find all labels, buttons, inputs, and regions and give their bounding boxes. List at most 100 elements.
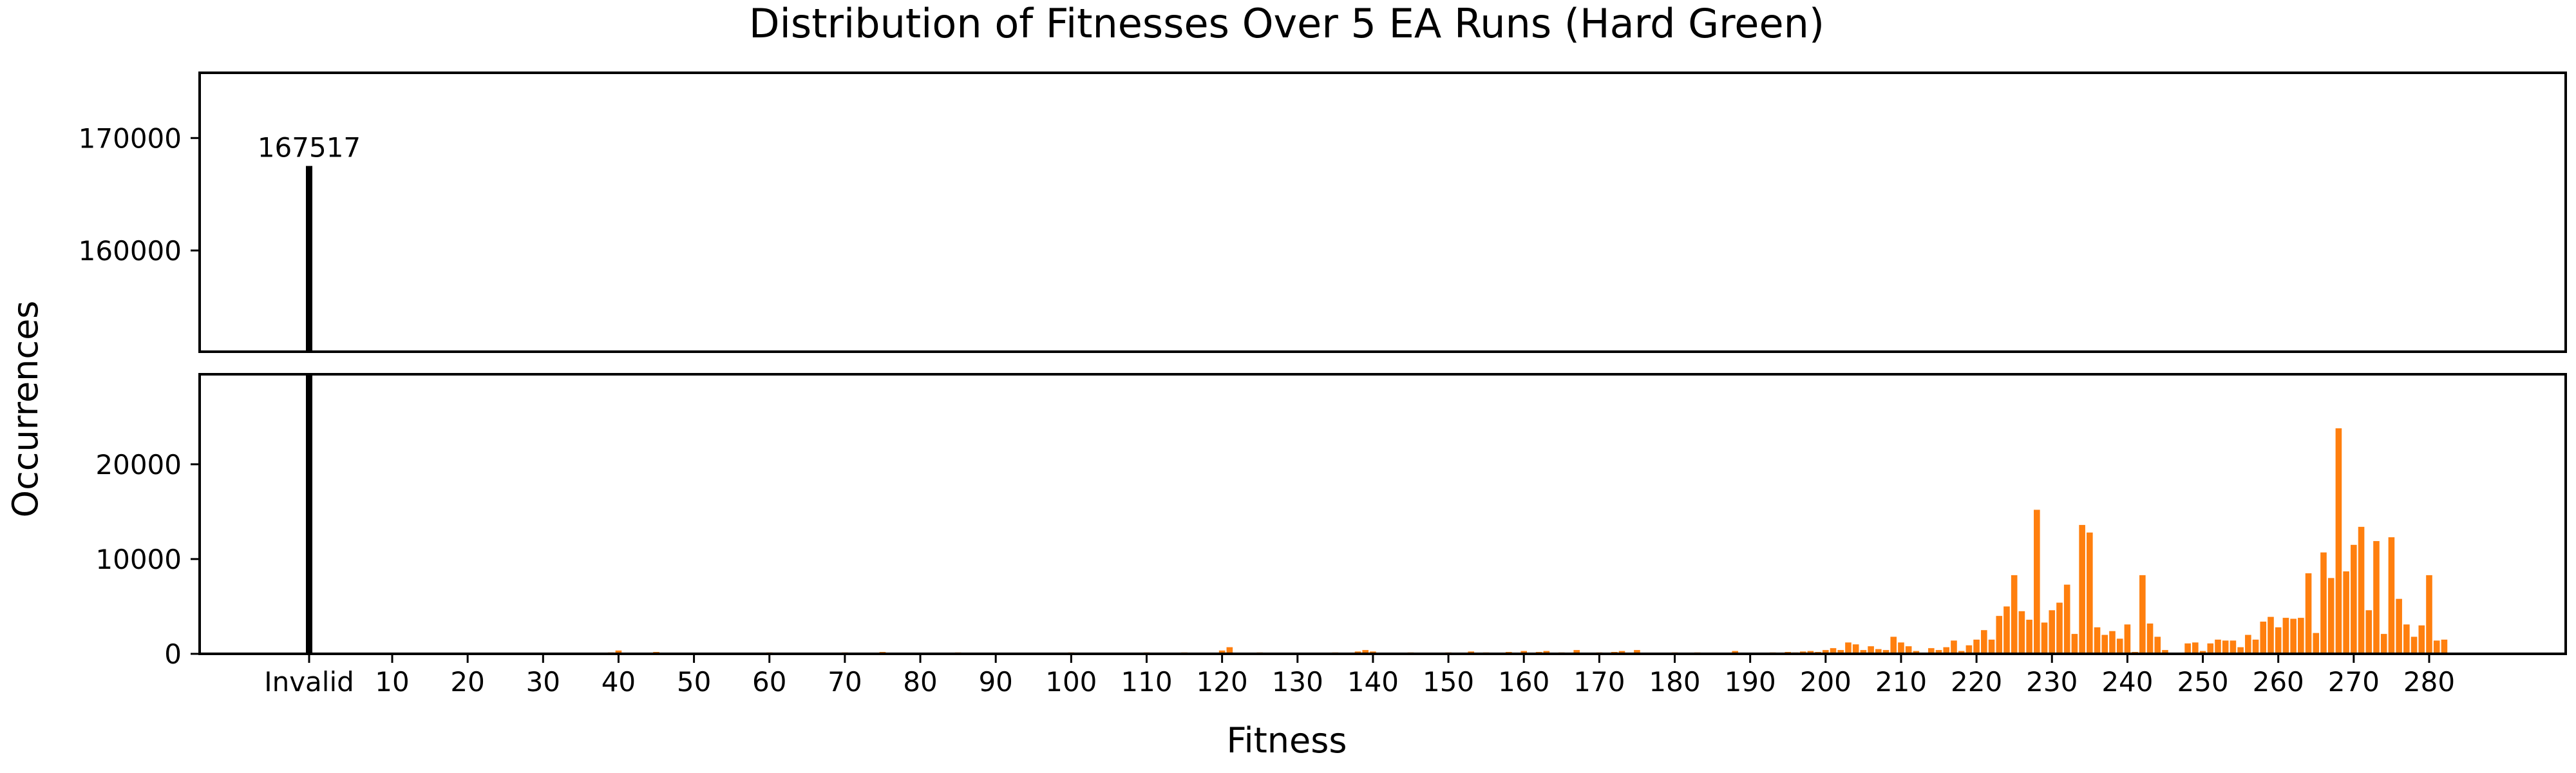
- bar-fitness-163: [1543, 651, 1550, 654]
- bar-fitness-275: [2388, 537, 2395, 654]
- bar-fitness-267: [2327, 578, 2334, 654]
- bar-fitness-214: [1928, 648, 1935, 654]
- bar-fitness-226: [2018, 611, 2025, 654]
- bar-fitness-245: [2162, 650, 2168, 654]
- x-tick-label-110: 110: [1121, 666, 1172, 698]
- bar-fitness-228: [2034, 510, 2040, 654]
- top-panel-frame: [198, 72, 2567, 353]
- bar-fitness-250: [2199, 651, 2206, 654]
- bar-fitness-40: [615, 650, 622, 654]
- bottom-y-tick-label-10000: 10000: [95, 544, 182, 575]
- x-tick-label-250: 250: [2177, 666, 2228, 698]
- bar-fitness-208: [1882, 650, 1889, 654]
- bar-fitness-203: [1845, 642, 1852, 654]
- x-tick-label-140: 140: [1347, 666, 1399, 698]
- bar-fitness-281: [2433, 640, 2440, 654]
- bar-fitness-217: [1951, 640, 1957, 654]
- bottom-y-tick-label-0: 0: [164, 638, 182, 670]
- x-tick-label-270: 270: [2328, 666, 2380, 698]
- bar-fitness-173: [1618, 651, 1625, 654]
- x-axis-ticks: Invalid 10 20 30 40 50 60 70 80 90 100 110 120 130 140…: [264, 654, 2455, 698]
- bar-fitness-227: [2026, 620, 2032, 654]
- bar-fitness-257: [2252, 639, 2259, 654]
- bar-fitness-232: [2063, 584, 2070, 654]
- x-axis-label: Fitness: [1226, 720, 1347, 761]
- bar-fitness-276: [2396, 598, 2402, 654]
- bar-fitness-256: [2245, 635, 2251, 654]
- y-axis-label: Occurrences: [5, 301, 46, 518]
- bar-fitness-210: [1898, 642, 1904, 654]
- bar-fitness-252: [2215, 639, 2221, 654]
- bar-fitness-249: [2192, 642, 2199, 654]
- x-tick-label-130: 130: [1272, 666, 1323, 698]
- bar-fitness-259: [2268, 616, 2274, 654]
- x-tick-label-10: 10: [375, 666, 409, 698]
- x-tick-label-170: 170: [1573, 666, 1625, 698]
- bar-fitness-258: [2260, 621, 2267, 654]
- bar-fitness-279: [2418, 625, 2425, 654]
- bar-fitness-282: [2441, 639, 2448, 654]
- bar-fitness-188: [1732, 651, 1739, 654]
- x-tick-label-70: 70: [828, 666, 862, 698]
- bar-fitness-261: [2282, 618, 2289, 654]
- bar-fitness-205: [1860, 650, 1867, 654]
- bottom-panel-bars: [306, 374, 2448, 654]
- x-tick-label-invalid: Invalid: [264, 666, 354, 698]
- bar-invalid-bottom: [306, 374, 312, 654]
- bar-fitness-253: [2222, 640, 2229, 654]
- bar-fitness-237: [2101, 635, 2108, 654]
- x-tick-label-220: 220: [1951, 666, 2002, 698]
- bottom-y-tick-label-20000: 20000: [95, 449, 182, 481]
- x-tick-label-180: 180: [1649, 666, 1700, 698]
- x-tick-label-260: 260: [2253, 666, 2304, 698]
- bar-fitness-120: [1218, 650, 1226, 654]
- bar-fitness-207: [1875, 649, 1882, 654]
- bar-fitness-251: [2207, 643, 2214, 654]
- x-tick-label-280: 280: [2403, 666, 2455, 698]
- bar-fitness-223: [1996, 616, 2003, 654]
- bar-fitness-278: [2410, 636, 2418, 654]
- invalid-value-label: 167517: [258, 132, 361, 164]
- bar-fitness-206: [1868, 646, 1874, 654]
- bar-fitness-229: [2041, 622, 2048, 654]
- bar-fitness-280: [2426, 575, 2432, 654]
- x-tick-label-100: 100: [1045, 666, 1097, 698]
- bar-fitness-204: [1852, 644, 1859, 654]
- bar-fitness-202: [1837, 650, 1844, 654]
- x-tick-label-30: 30: [526, 666, 560, 698]
- bar-fitness-260: [2275, 627, 2282, 654]
- bar-fitness-225: [2011, 575, 2018, 654]
- bar-fitness-265: [2313, 633, 2320, 654]
- top-y-tick-label-170000: 170000: [79, 122, 182, 154]
- bar-fitness-254: [2230, 640, 2237, 654]
- bar-fitness-268: [2335, 428, 2342, 654]
- bar-fitness-262: [2290, 618, 2297, 654]
- chart-title: Distribution of Fitnesses Over 5 EA Runs…: [749, 0, 1824, 47]
- bar-fitness-212: [1913, 651, 1920, 654]
- x-tick-label-160: 160: [1498, 666, 1549, 698]
- bar-fitness-240: [2124, 624, 2131, 654]
- x-tick-label-230: 230: [2026, 666, 2078, 698]
- bar-fitness-239: [2116, 638, 2123, 654]
- bar-fitness-121: [1226, 647, 1233, 654]
- x-tick-label-120: 120: [1197, 666, 1248, 698]
- bar-fitness-269: [2343, 571, 2349, 654]
- bar-fitness-263: [2298, 618, 2304, 654]
- x-tick-label-90: 90: [978, 666, 1012, 698]
- bottom-panel-y-ticks: 0 10000 20000: [95, 449, 200, 670]
- bar-fitness-255: [2237, 647, 2244, 654]
- top-panel-bars: [306, 166, 312, 352]
- bar-fitness-201: [1830, 648, 1837, 654]
- bar-fitness-215: [1935, 650, 1942, 654]
- x-tick-label-240: 240: [2101, 666, 2153, 698]
- x-tick-label-20: 20: [450, 666, 484, 698]
- bar-fitness-233: [2071, 634, 2078, 654]
- top-y-tick-label-160000: 160000: [79, 235, 182, 267]
- bottom-panel-frame: [198, 373, 2567, 655]
- bar-fitness-238: [2109, 631, 2116, 654]
- bar-fitness-200: [1823, 650, 1829, 654]
- bar-fitness-274: [2380, 634, 2387, 654]
- bar-fitness-244: [2154, 636, 2161, 654]
- bar-invalid: [306, 166, 312, 352]
